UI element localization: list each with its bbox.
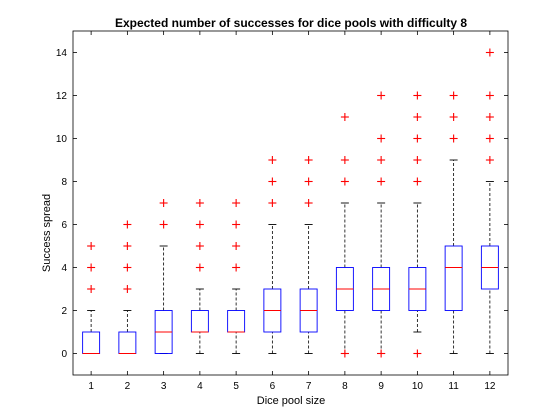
outlier-marker	[232, 220, 241, 229]
y-tick-label: 12	[56, 91, 68, 102]
outlier-marker	[304, 156, 313, 164]
outlier-marker	[377, 91, 386, 100]
y-tick-label: 4	[61, 263, 67, 274]
x-tick-label: 4	[197, 381, 203, 392]
outlier-marker	[485, 48, 494, 57]
outlier-marker	[485, 113, 494, 121]
outlier-marker	[485, 134, 494, 143]
outlier-marker	[449, 113, 458, 121]
outlier-marker	[232, 263, 241, 272]
outlier-marker	[413, 113, 422, 121]
outlier-marker	[413, 134, 422, 143]
outlier-marker	[413, 177, 422, 186]
outlier-marker	[195, 199, 204, 207]
outlier-marker	[123, 285, 132, 293]
outlier-marker	[377, 134, 386, 143]
outlier-marker	[377, 156, 386, 164]
outlier-marker	[268, 156, 277, 164]
outlier-marker	[413, 349, 422, 358]
outlier-marker	[340, 156, 349, 164]
outlier-marker	[449, 91, 458, 100]
y-tick-label: 0	[61, 349, 67, 360]
outlier-marker	[268, 177, 277, 186]
x-tick-label: 11	[448, 381, 459, 392]
outlier-marker	[232, 242, 241, 250]
outlier-marker	[304, 177, 313, 186]
x-tick-label: 2	[125, 381, 131, 392]
y-tick-label: 10	[56, 134, 68, 145]
outlier-marker	[232, 199, 241, 207]
x-tick-label: 9	[378, 381, 384, 392]
outlier-marker	[123, 220, 132, 229]
outlier-marker	[340, 177, 349, 186]
outlier-marker	[377, 349, 386, 358]
box-iqr	[444, 245, 463, 311]
y-axis-label: Success spread	[41, 194, 53, 272]
y-tick-label: 6	[61, 220, 67, 231]
outlier-marker	[485, 156, 494, 164]
outlier-marker	[413, 156, 422, 164]
outlier-marker	[304, 199, 313, 207]
plot-frame	[72, 30, 509, 376]
outlier-marker	[87, 242, 96, 250]
outlier-marker	[159, 220, 168, 229]
outlier-marker	[123, 263, 132, 272]
outlier-marker	[87, 263, 96, 272]
outlier-marker	[195, 220, 204, 229]
x-tick-label: 1	[88, 381, 94, 392]
outlier-marker	[377, 177, 386, 186]
x-axis-label: Dice pool size	[257, 395, 325, 407]
x-tick-label: 5	[233, 381, 239, 392]
outlier-marker	[195, 263, 204, 272]
outlier-marker	[268, 199, 277, 207]
x-tick-label: 12	[484, 381, 496, 392]
y-tick-label: 14	[56, 48, 68, 59]
chart-title: Expected number of successes for dice po…	[115, 16, 467, 30]
outlier-marker	[195, 242, 204, 250]
outlier-marker	[413, 91, 422, 100]
x-tick-label: 6	[270, 381, 276, 392]
outlier-marker	[123, 242, 132, 250]
x-tick-label: 7	[306, 381, 312, 392]
x-tick-label: 8	[342, 381, 348, 392]
x-tick-label: 3	[161, 381, 167, 392]
outlier-marker	[449, 134, 458, 143]
outlier-marker	[340, 349, 349, 358]
y-tick-label: 2	[61, 306, 67, 317]
outlier-marker	[485, 91, 494, 100]
outlier-marker	[87, 285, 96, 293]
x-tick-label: 10	[412, 381, 424, 392]
outlier-marker	[159, 199, 168, 207]
outlier-marker	[340, 113, 349, 121]
y-tick-label: 8	[61, 177, 67, 188]
